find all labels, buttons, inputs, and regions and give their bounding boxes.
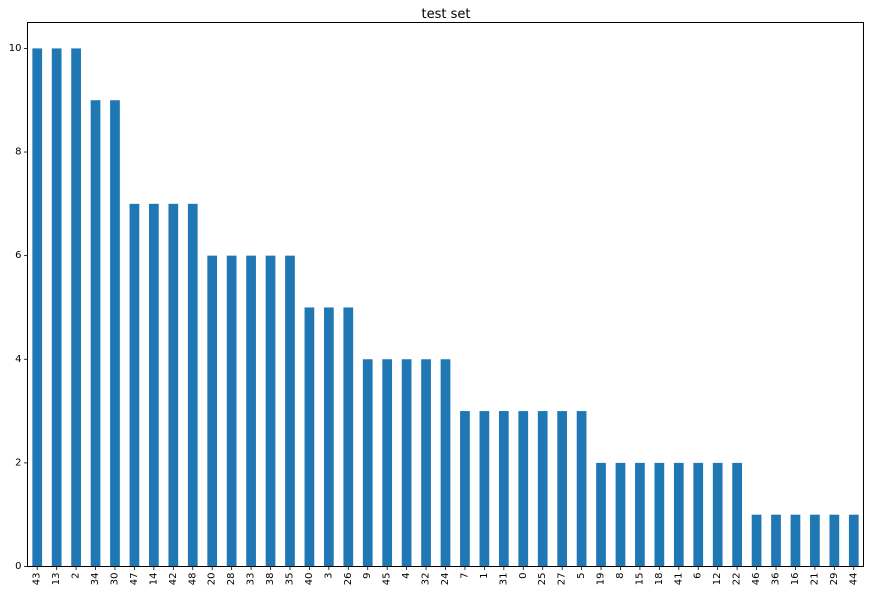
x-tick-label: 45 xyxy=(382,573,393,586)
x-tick-label: 25 xyxy=(537,573,548,586)
bar-47 xyxy=(129,203,140,567)
bar-3 xyxy=(323,307,334,567)
bar-6 xyxy=(693,462,704,567)
bar-38 xyxy=(265,255,276,567)
x-tick-label: 27 xyxy=(557,573,568,586)
bar-35 xyxy=(285,255,295,567)
x-tick-label: 1 xyxy=(479,573,490,579)
x-tick-label: 41 xyxy=(673,573,684,586)
bar-24 xyxy=(440,359,451,567)
x-tick-label: 30 xyxy=(109,573,120,586)
bar-40 xyxy=(304,307,315,567)
bar-36 xyxy=(771,514,781,567)
bar-4 xyxy=(401,359,412,567)
x-tick-label: 46 xyxy=(751,573,762,586)
y-tick-label: 10 xyxy=(9,43,22,54)
bar-21 xyxy=(810,514,820,567)
bar-30 xyxy=(110,100,120,567)
bar-33 xyxy=(246,255,256,567)
x-tick-label: 32 xyxy=(421,573,432,586)
y-tick-label: 0 xyxy=(15,561,21,572)
x-tick-label: 13 xyxy=(51,573,62,586)
x-tick-label: 18 xyxy=(654,573,665,586)
x-tick-label: 47 xyxy=(129,573,140,586)
x-tick-label: 48 xyxy=(187,573,198,586)
y-axis: 0 2 4 6 8 10 xyxy=(9,43,28,572)
bar-15 xyxy=(635,462,645,567)
plot-frame xyxy=(27,22,864,567)
x-tick-label: 15 xyxy=(634,573,645,586)
bar-28 xyxy=(226,255,237,567)
bar-43 xyxy=(32,48,43,567)
bar-18 xyxy=(654,462,665,567)
bar-29 xyxy=(829,514,840,567)
x-tick-label: 42 xyxy=(168,573,179,586)
x-tick-label: 44 xyxy=(848,573,859,586)
x-tick-label: 33 xyxy=(246,573,257,586)
x-tick-label: 19 xyxy=(596,573,607,586)
x-tick-label: 43 xyxy=(32,573,43,586)
x-tick-label: 14 xyxy=(148,573,159,586)
x-tick-label: 9 xyxy=(362,573,373,579)
x-tick-label: 28 xyxy=(226,573,237,586)
bar-7 xyxy=(460,411,470,567)
x-tick-label: 36 xyxy=(771,573,782,586)
bar-8 xyxy=(615,462,626,567)
bar-13 xyxy=(51,48,62,567)
x-tick-label: 8 xyxy=(615,573,626,579)
x-tick-label: 7 xyxy=(459,573,470,579)
x-tick-label: 38 xyxy=(265,573,276,586)
x-tick-label: 5 xyxy=(576,573,587,579)
bar-20 xyxy=(207,255,218,567)
x-tick-label: 31 xyxy=(498,573,509,586)
bar-1 xyxy=(479,411,490,567)
x-tick-label: 3 xyxy=(323,573,334,579)
x-tick-label: 40 xyxy=(304,573,315,586)
bar-45 xyxy=(382,359,393,567)
x-tick-label: 34 xyxy=(90,573,101,586)
bar-22 xyxy=(732,462,742,567)
bar-31 xyxy=(498,411,509,567)
bar-2 xyxy=(71,48,81,567)
x-tick-label: 24 xyxy=(440,573,451,586)
bar-41 xyxy=(673,462,684,567)
bar-0 xyxy=(518,411,529,567)
x-tick-label: 12 xyxy=(712,573,723,586)
bar-16 xyxy=(790,514,801,567)
y-tick-label: 4 xyxy=(15,354,21,365)
x-tick-label: 26 xyxy=(343,573,354,586)
x-axis: 43 13 2 34 30 47 14 42 48 20 28 33 38 35 40 3 26 9 45 4 32 24… xyxy=(32,566,859,586)
x-tick-label: 35 xyxy=(284,573,295,586)
bar-14 xyxy=(149,203,159,567)
bar-32 xyxy=(421,359,431,567)
x-tick-label: 2 xyxy=(71,573,82,579)
x-tick-label: 29 xyxy=(829,573,840,586)
x-tick-label: 21 xyxy=(809,573,820,586)
x-tick-label: 16 xyxy=(790,573,801,586)
bars-layer xyxy=(32,48,859,567)
x-tick-label: 4 xyxy=(401,573,412,579)
x-tick-label: 0 xyxy=(518,573,529,579)
x-tick-label: 22 xyxy=(732,573,743,586)
bar-9 xyxy=(362,359,373,567)
y-tick-label: 2 xyxy=(15,457,21,468)
bar-44 xyxy=(848,514,859,567)
x-tick-label: 20 xyxy=(207,573,218,586)
bar-34 xyxy=(90,100,101,567)
bar-42 xyxy=(168,203,179,567)
y-tick-label: 6 xyxy=(15,250,21,261)
bar-48 xyxy=(187,203,198,567)
bar-19 xyxy=(596,462,606,567)
bar-25 xyxy=(537,411,548,567)
bar-26 xyxy=(343,307,354,567)
bar-27 xyxy=(557,411,568,567)
y-tick-label: 8 xyxy=(15,147,21,158)
bar-46 xyxy=(751,514,762,567)
chart-title: test set xyxy=(422,7,471,22)
bar-12 xyxy=(712,462,723,567)
x-tick-label: 6 xyxy=(693,573,704,579)
bar-5 xyxy=(576,411,587,567)
